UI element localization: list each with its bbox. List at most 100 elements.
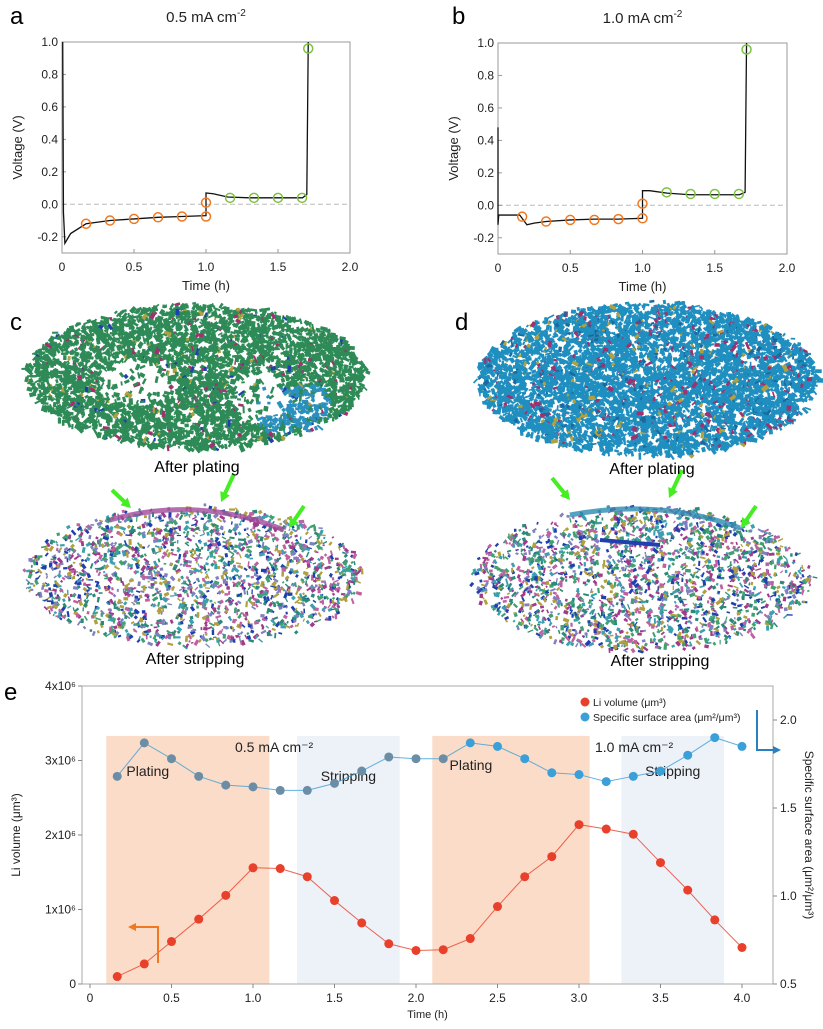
particle [267,401,271,405]
particle [217,440,222,445]
particle [178,429,185,433]
particle [246,348,250,352]
particle [246,442,250,446]
particle [301,337,306,342]
particle [256,401,261,405]
panel-label-b: b [452,3,465,30]
particle [215,337,221,342]
particle [184,423,189,428]
particle [220,369,226,373]
particle [320,339,323,347]
particle [153,437,156,442]
particle [262,307,271,312]
particle [170,363,176,370]
particle [168,384,175,391]
particle [242,405,245,414]
particle [80,334,86,340]
particle [258,355,263,360]
particle [281,407,287,413]
panel-label-c: c [10,309,22,336]
particle [155,303,160,308]
particle [128,398,134,406]
particle [202,398,210,404]
particle [219,403,225,407]
particle [211,312,215,317]
particle [62,331,67,335]
particle [286,403,292,408]
particle [63,355,67,360]
particle [169,389,175,396]
particle [239,428,246,435]
particle [280,377,286,383]
particle [596,344,604,348]
particle [195,375,205,382]
particle [152,391,158,396]
particle [87,326,90,330]
panel-label-d: d [455,309,468,336]
particle [552,396,558,400]
particle [123,373,129,380]
particle [98,423,103,428]
particle [121,331,127,336]
particle [303,327,310,333]
particle [297,403,303,408]
particle [331,416,335,422]
particle [121,410,127,415]
particle [67,355,71,361]
particle [70,341,73,347]
particle [258,409,263,415]
particle [254,311,258,315]
particle [222,310,227,315]
particle [194,359,200,364]
particle [243,308,249,314]
particle [211,402,216,405]
particle [349,369,352,374]
particle [613,331,616,335]
particle [223,306,227,310]
particle [250,438,254,443]
particle [96,431,102,439]
particle [175,308,180,316]
particle [128,326,134,330]
particle [124,335,128,341]
particle [70,326,75,333]
particle [50,364,54,368]
particle [129,305,137,314]
particle [263,436,266,441]
particle [181,354,189,359]
particle [288,393,292,398]
particle [308,336,311,340]
particle [332,347,337,351]
particle [96,363,102,370]
particle [242,441,250,449]
particle [257,438,262,441]
particle [285,359,290,365]
particle [124,349,129,354]
particle [203,428,208,433]
particle [133,404,137,409]
particle [98,399,105,404]
particle [224,344,230,349]
particle [163,390,171,396]
particle [321,364,326,369]
panel-label-e: e [4,679,17,706]
particle [61,419,65,426]
particle [37,363,40,370]
particle [44,374,49,377]
particle [239,390,247,397]
particle [334,359,338,366]
particle [55,383,61,386]
particle [269,386,275,394]
particle [56,374,63,379]
particle [247,407,252,413]
particle [198,352,203,357]
particle [185,338,190,341]
particle [235,307,241,312]
particle [347,401,351,405]
particle [109,317,113,321]
particle [146,391,153,398]
particle [298,395,302,402]
particle [253,315,259,318]
particle [250,308,258,312]
particle [340,397,345,401]
